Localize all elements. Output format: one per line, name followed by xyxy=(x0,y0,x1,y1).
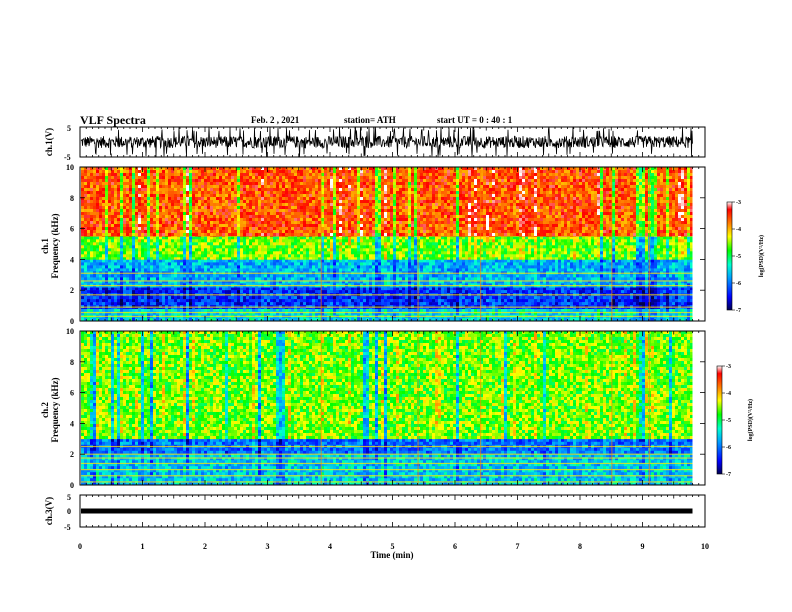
freq-tick-label: 0 xyxy=(70,317,74,326)
time-tick-label: 3 xyxy=(266,542,270,551)
ch1-spectrogram-heatmap xyxy=(81,167,704,322)
ch3-waveform-panel: 5 0 -5 ch.3(V) xyxy=(44,493,706,532)
freq-tick-label: 0 xyxy=(70,481,74,490)
ch1-ylabel: ch.1(V) xyxy=(44,128,54,156)
time-tick-label: 4 xyxy=(328,542,332,551)
time-tick-label: 0 xyxy=(78,542,82,551)
colorbar-tick-label: -7 xyxy=(736,308,741,314)
axis-ticks xyxy=(79,127,706,527)
colorbar-tick-label: -3 xyxy=(736,200,741,206)
time-tick-label: 2 xyxy=(203,542,207,551)
colorbar-tick-label: -4 xyxy=(726,391,731,397)
ch3-ytick-top: 5 xyxy=(67,493,71,502)
time-tick-label: 1 xyxy=(141,542,145,551)
station-label: station= ATH xyxy=(344,116,396,125)
ch3-ylabel: ch.3(V) xyxy=(44,497,54,525)
ch3-waveform-line xyxy=(81,508,693,514)
ch1-colorbar: -3 -4 -5 -6 -7 log(PSD)(V²/Hz) xyxy=(726,200,765,314)
freq-tick-label: 10 xyxy=(66,163,74,172)
ch1-waveform-panel: 5 -5 ch.1(V) xyxy=(44,124,706,162)
x-axis-label: Time (min) xyxy=(370,550,413,560)
start-ut-label: start UT = 0 : 40 : 1 xyxy=(437,116,512,125)
freq-tick-label: 6 xyxy=(70,225,74,234)
ch2-spectrogram-panel: ch.2 Frequency (kHz) xyxy=(40,330,706,486)
time-tick-label: 5 xyxy=(391,542,395,551)
ch3-ytick-mid: 0 xyxy=(67,507,71,516)
ch1-ylabel-freq: Frequency (kHz) xyxy=(50,213,60,278)
ch2-spectrogram-heatmap xyxy=(81,331,704,486)
colorbar-tick-label: -5 xyxy=(736,254,741,260)
time-tick-label: 7 xyxy=(516,542,520,551)
ch1-ytick-top: 5 xyxy=(67,124,71,133)
time-tick-label: 8 xyxy=(578,542,582,551)
ch1-ylabel-channel: ch.1 xyxy=(40,238,50,254)
freq-tick-label: 8 xyxy=(70,358,74,367)
ch2-ylabel-channel: ch.2 xyxy=(40,402,50,418)
ch1-spectrogram-panel: ch.1 Frequency (kHz) xyxy=(40,166,706,322)
colorbar-tick-label: -4 xyxy=(736,227,741,233)
freq-tick-label: 4 xyxy=(70,419,74,428)
freq-tick-label: 4 xyxy=(70,255,74,264)
ch2-colorbar-label: log(PSD)(V²/Hz) xyxy=(747,399,754,441)
colorbar-tick-label: -6 xyxy=(736,281,741,287)
time-tick-label: 10 xyxy=(701,542,709,551)
ch2-ylabel-freq: Frequency (kHz) xyxy=(50,377,60,442)
colorbar-tick-label: -7 xyxy=(726,472,731,478)
colorbar-tick-label: -5 xyxy=(726,418,731,424)
ch1-colorbar-label: log(PSD)(V²/Hz) xyxy=(758,235,765,277)
ch3-ytick-bottom: -5 xyxy=(64,523,71,532)
time-tick-label: 6 xyxy=(453,542,457,551)
ch1-ytick-bottom: -5 xyxy=(64,153,71,162)
colorbar-tick-label: -3 xyxy=(726,364,731,370)
date-label: Feb. 2 , 2021 xyxy=(251,116,299,125)
time-tick-label: 9 xyxy=(641,542,645,551)
freq-tick-label: 8 xyxy=(70,194,74,203)
freq-tick-label: 6 xyxy=(70,389,74,398)
ch1-waveform-line xyxy=(80,126,693,157)
ch2-colorbar: -3 -4 -5 -6 -7 log(PSD)(V²/Hz) xyxy=(716,364,754,478)
chart-title: VLF Spectra xyxy=(80,114,146,126)
freq-tick-label: 10 xyxy=(66,327,74,336)
colorbar-tick-label: -6 xyxy=(726,445,731,451)
freq-tick-label: 2 xyxy=(70,286,74,295)
freq-tick-label: 2 xyxy=(70,450,74,459)
time-tick-labels: 0 1 2 3 4 5 6 7 8 9 10 xyxy=(78,542,709,551)
